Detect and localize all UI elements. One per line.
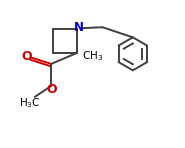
Text: H$_3$C: H$_3$C <box>19 96 41 110</box>
Text: O: O <box>22 50 32 63</box>
Text: N: N <box>73 21 83 34</box>
Text: O: O <box>47 83 58 96</box>
Text: CH$_3$: CH$_3$ <box>82 49 103 63</box>
